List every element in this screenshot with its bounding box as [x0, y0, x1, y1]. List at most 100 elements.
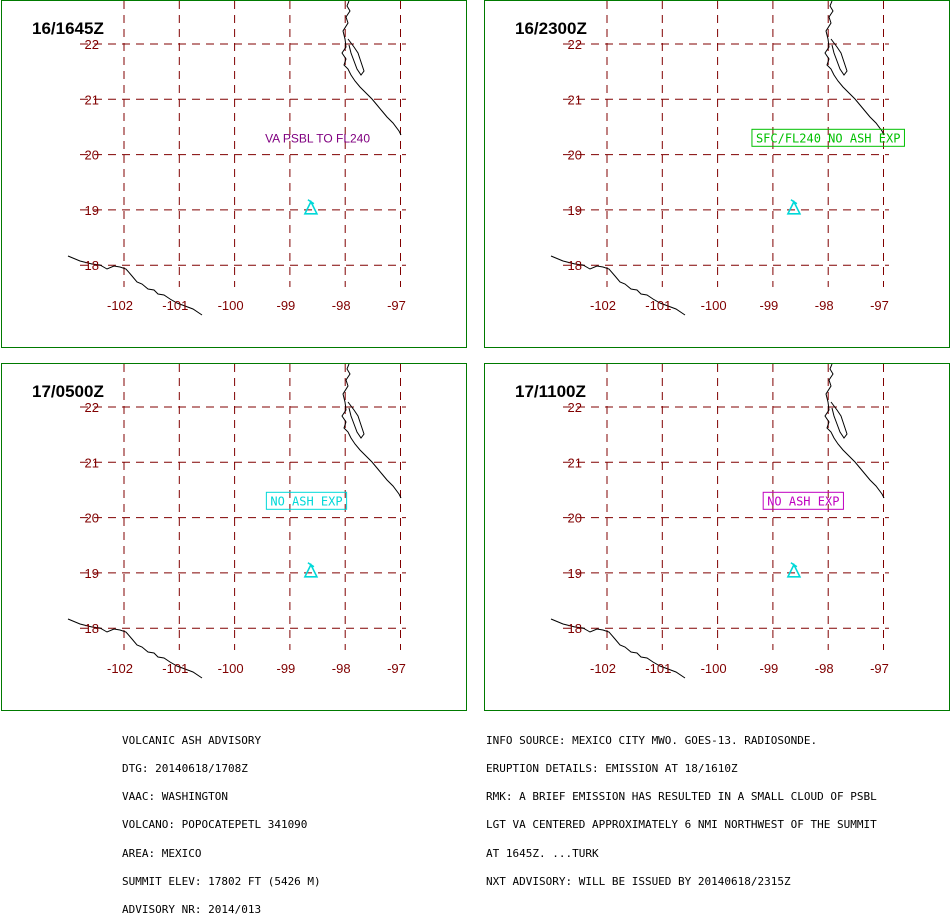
volcano-triangle	[786, 200, 802, 215]
footer-line: ADVISORY NR: 2014/013	[122, 903, 262, 917]
coastline	[830, 401, 848, 439]
longitude-label: -99	[760, 661, 779, 676]
latitude-label: 20	[568, 148, 582, 163]
footer-line: SUMMIT ELEV: 17802 FT (5426 M)	[122, 874, 321, 888]
map-panel-2: 16/2300Z 22 21 20 19 18 -102 -101 -100 -99 -98 -97…	[484, 0, 950, 348]
map-canvas: 22 21 20 19 18 -102 -101 -100 -99 -98 -97 SFC/FL240…	[550, 1, 905, 316]
panel-time-label: 16/1645Z	[32, 19, 104, 38]
volcano-icon	[786, 562, 802, 578]
longitude-label: -100	[218, 298, 244, 313]
volcano-triangle	[786, 563, 802, 578]
longitude-label: -98	[815, 298, 834, 313]
latitude-label: 21	[568, 455, 582, 470]
forecast-label: SFC/FL240 NO ASH EXP	[756, 131, 901, 145]
longitude-label: -99	[277, 298, 296, 313]
longitude-label: -97	[387, 298, 406, 313]
coastline	[67, 618, 203, 679]
forecast-label-box	[751, 128, 905, 147]
longitude-label: -101	[162, 661, 188, 676]
longitude-label: -102	[107, 661, 133, 676]
coastline	[824, 1, 885, 136]
footer-line: VOLCANIC ASH ADVISORY	[122, 733, 262, 747]
volcano-triangle	[303, 200, 319, 215]
forecast-label: NO ASH EXP	[270, 494, 342, 508]
latitude-label: 21	[85, 455, 99, 470]
map-canvas: 22 21 20 19 18 -102 -101 -100 -99 -98 -97 VA PSBL T…	[67, 1, 406, 316]
latitude-label: 22	[568, 400, 582, 415]
latitude-label: 18	[85, 621, 99, 636]
latitude-label: 19	[85, 566, 99, 581]
longitude-label: -97	[387, 661, 406, 676]
forecast-label-box	[265, 491, 348, 510]
longitude-label: -98	[332, 298, 351, 313]
longitude-label: -97	[870, 298, 889, 313]
forecast-label: NO ASH EXP	[767, 494, 839, 508]
coastline	[550, 255, 686, 316]
latitude-label: 22	[85, 37, 99, 52]
footer-line: AREA: MEXICO	[122, 846, 202, 860]
coastline	[830, 38, 848, 76]
coastline	[347, 38, 365, 76]
coastline	[341, 1, 402, 136]
panel-time-label: 17/0500Z	[32, 382, 104, 401]
latitude-label: 22	[568, 37, 582, 52]
longitude-label: -99	[277, 661, 296, 676]
forecast-label: VA PSBL TO FL240	[265, 131, 370, 145]
panel-time-label: 17/1100Z	[515, 382, 586, 401]
map-panel-3: 17/0500Z 22 21 20 19 18 -102 -101 -100 -99 -98 -97…	[1, 363, 467, 711]
longitude-label: -97	[870, 661, 889, 676]
longitude-label: -101	[645, 298, 671, 313]
advisory-remarks-text: INFO SOURCE: MEXICO CITY MWO. GOES-13. R…	[486, 717, 877, 896]
latitude-label: 20	[85, 511, 99, 526]
longitude-label: -101	[645, 661, 671, 676]
coastline	[550, 618, 686, 679]
latitude-label: 18	[568, 621, 582, 636]
volcano-plume	[790, 199, 798, 205]
coastline	[67, 255, 203, 316]
latitude-label: 18	[85, 258, 99, 273]
footer-line: AT 1645Z. ...TURK	[486, 846, 599, 860]
longitude-label: -100	[701, 298, 727, 313]
latitude-label: 19	[85, 203, 99, 218]
forecast-label-box	[762, 491, 844, 510]
longitude-label: -102	[590, 298, 616, 313]
footer-line: RMK: A BRIEF EMISSION HAS RESULTED IN A …	[486, 790, 877, 804]
advisory-header-text: VOLCANIC ASH ADVISORY DTG: 20140618/1708…	[122, 717, 321, 924]
map-panel-1: 16/1645Z 22 21 20 19 18 -102 -101 -100 -99 -98 -97…	[1, 0, 467, 348]
volcano-plume	[307, 199, 315, 205]
volcano-plume	[790, 562, 798, 568]
footer-line: ERUPTION DETAILS: EMISSION AT 18/1610Z	[486, 762, 738, 776]
volcano-icon	[786, 199, 802, 215]
longitude-label: -102	[107, 298, 133, 313]
footer-line: DTG: 20140618/1708Z	[122, 762, 248, 776]
footer-line: VOLCANO: POPOCATEPETL 341090	[122, 818, 308, 832]
longitude-label: -98	[332, 661, 351, 676]
footer-line: VAAC: WASHINGTON	[122, 790, 228, 804]
volcano-triangle	[303, 563, 319, 578]
latitude-label: 20	[568, 511, 582, 526]
map-canvas: 22 21 20 19 18 -102 -101 -100 -99 -98 -97 NO ASH EX…	[67, 364, 406, 679]
longitude-label: -100	[218, 661, 244, 676]
footer-line: LGT VA CENTERED APPROXIMATELY 6 NMI NORT…	[486, 818, 877, 832]
footer-line: INFO SOURCE: MEXICO CITY MWO. GOES-13. R…	[486, 733, 818, 747]
footer-line: NXT ADVISORY: WILL BE ISSUED BY 20140618…	[486, 874, 791, 888]
coastline	[347, 401, 365, 439]
coastline	[341, 364, 402, 499]
latitude-label: 20	[85, 148, 99, 163]
latitude-label: 18	[568, 258, 582, 273]
latitude-label: 21	[85, 92, 99, 107]
longitude-label: -98	[815, 661, 834, 676]
panel-time-label: 16/2300Z	[515, 19, 587, 38]
longitude-label: -101	[162, 298, 188, 313]
latitude-label: 19	[568, 203, 582, 218]
latitude-label: 21	[568, 92, 582, 107]
map-panel-4: 17/1100Z 22 21 20 19 18 -102 -101 -100 -99 -98 -97…	[484, 363, 950, 711]
longitude-label: -102	[590, 661, 616, 676]
latitude-label: 22	[85, 400, 99, 415]
volcano-icon	[303, 562, 319, 578]
volcano-plume	[307, 562, 315, 568]
longitude-label: -100	[701, 661, 727, 676]
map-canvas: 22 21 20 19 18 -102 -101 -100 -99 -98 -97 NO ASH EX…	[550, 364, 889, 679]
longitude-label: -99	[760, 298, 779, 313]
latitude-label: 19	[568, 566, 582, 581]
